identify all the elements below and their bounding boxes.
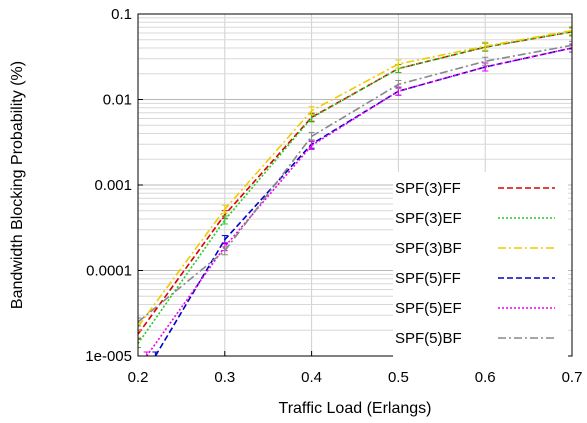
y-tick-label: 0.01	[103, 92, 132, 109]
y-axis-ticks: 1e-005 0.0001 0.001 0.01 0.1	[85, 6, 143, 365]
legend-label: SPF(5)FF	[395, 270, 461, 287]
y-tick-label: 0.001	[94, 177, 132, 194]
legend-label: SPF(3)BF	[395, 240, 462, 257]
y-tick-label: 1e-005	[85, 348, 132, 365]
legend-label: SPF(5)BF	[395, 330, 462, 347]
x-axis-label: Traffic Load (Erlangs)	[279, 400, 432, 417]
x-tick-label: 0.6	[475, 369, 496, 386]
legend-label: SPF(3)EF	[395, 210, 462, 227]
legend: SPF(3)FF SPF(3)EF SPF(3)BF SPF(5)FF SPF(5)EF…	[393, 172, 568, 358]
legend-label: SPF(5)EF	[395, 300, 462, 317]
x-tick-label: 0.7	[562, 369, 583, 386]
y-tick-label: 0.0001	[86, 263, 132, 280]
x-tick-label: 0.2	[128, 369, 149, 386]
x-tick-label: 0.4	[301, 369, 322, 386]
y-tick-label: 0.1	[111, 6, 132, 23]
legend-label: SPF(3)FF	[395, 180, 461, 197]
x-tick-label: 0.5	[388, 369, 409, 386]
x-tick-label: 0.3	[214, 369, 235, 386]
y-axis-label: Bandwidth Blocking Probability (%)	[9, 61, 26, 309]
